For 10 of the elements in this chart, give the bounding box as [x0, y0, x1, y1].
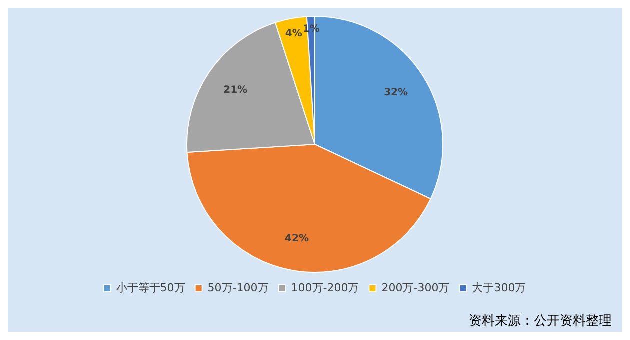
data-label: 32% — [384, 88, 408, 99]
text: 资料来源：公开资料整理 — [469, 313, 612, 330]
legend-label: 小于等于50万 — [116, 281, 186, 294]
legend-label: 100万-200万 — [291, 281, 360, 294]
legend-label: 200万-300万 — [382, 281, 450, 294]
data-label: 42% — [285, 233, 309, 244]
data-label: 4% — [285, 28, 302, 40]
data-label: 21% — [224, 85, 248, 96]
legend-label: 大于300万 — [472, 281, 526, 294]
legend-label: 50万-100万 — [208, 281, 269, 294]
